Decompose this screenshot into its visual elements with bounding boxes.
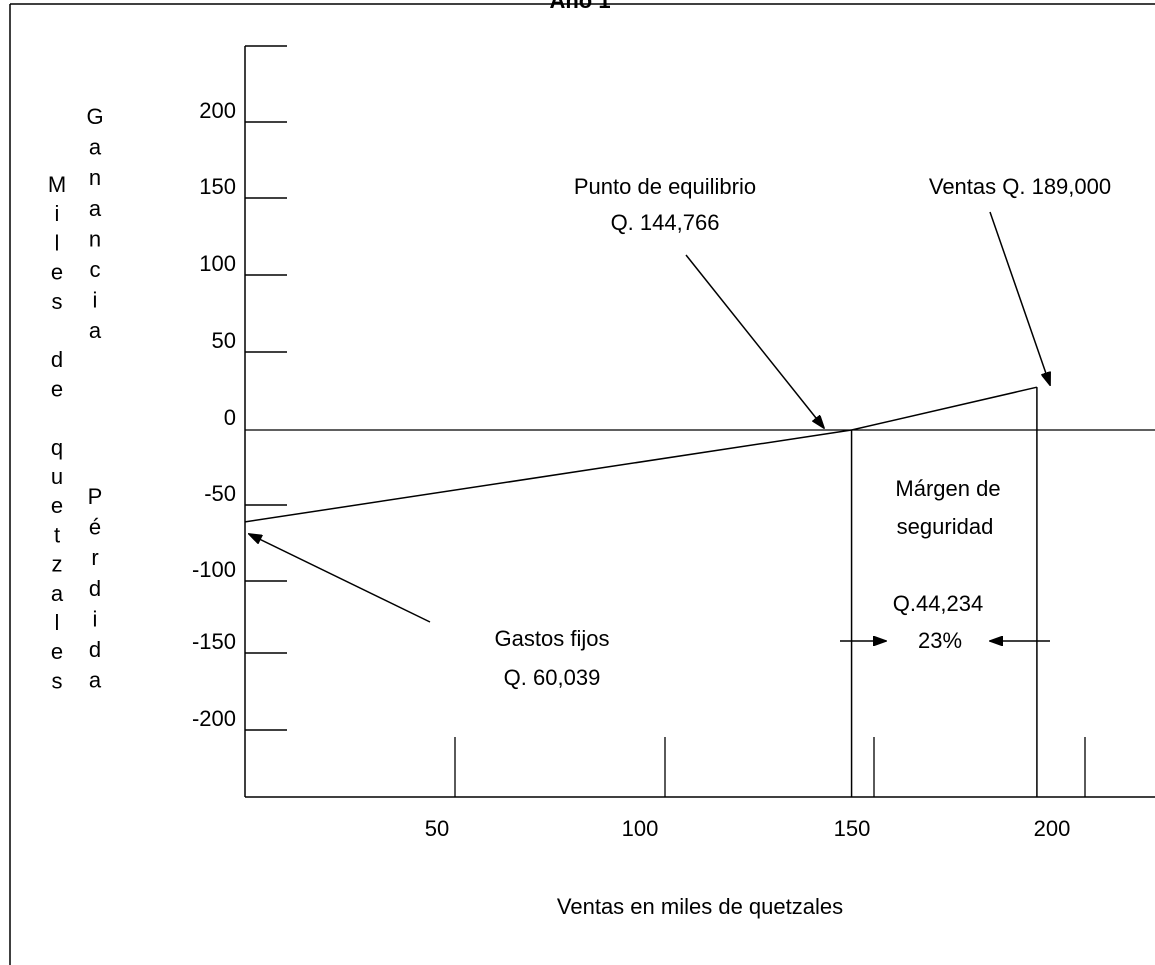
y-tick-label: -150 [192, 629, 236, 654]
y-axis-label-letter: n [89, 165, 101, 190]
y-axis-label-letter: u [51, 464, 63, 489]
y-axis-label-letter: G [86, 104, 103, 129]
x-tick-marks [454, 737, 1086, 797]
y-axis-label-letter: s [52, 289, 63, 314]
y-tick-label: 100 [199, 251, 236, 276]
y-tick-label: -100 [192, 557, 236, 582]
series-line-profit [244, 386, 1038, 523]
y-axis-label-letter: M [48, 172, 66, 197]
annotation-sales-label: Ventas Q. 189,000 [929, 174, 1111, 199]
y-axis-label-letter: e [51, 376, 63, 401]
annotation-breakeven-value: Q. 144,766 [611, 210, 720, 235]
y-axis-label-letter: r [91, 545, 98, 570]
y-axis-label-letter: e [51, 260, 63, 285]
y-axis-label-letter: a [89, 196, 102, 221]
x-tick-label: 150 [834, 816, 871, 841]
y-tick-label: 0 [224, 405, 236, 430]
y-axis-label-letter: z [52, 552, 63, 577]
y-tick-labels: 200 150 100 50 0 -50 -100 -150 -200 [192, 98, 236, 731]
annotation-margin-amount: Q.44,234 [893, 591, 984, 616]
y-axis-label-letter: a [89, 135, 102, 160]
y-tick-label: -200 [192, 706, 236, 731]
annotation-breakeven-label: Punto de equilibrio [574, 174, 756, 199]
y-axis-label-letter: e [51, 493, 63, 518]
y-axis-label-letter: s [52, 668, 63, 693]
y-axis-label-letter: n [89, 226, 101, 251]
x-tick-label: 50 [425, 816, 449, 841]
chart-title: Año 1 [549, 0, 610, 13]
y-axis-label-letter: t [54, 522, 60, 547]
y-axis-label-letter: d [89, 576, 101, 601]
y-tick-marks [245, 121, 287, 731]
y-axis-label-letter: a [51, 581, 64, 606]
annotation-fixed-costs-label: Gastos fijos [495, 626, 610, 651]
y-tick-label: 150 [199, 174, 236, 199]
annotation-margin-line1: Márgen de [895, 476, 1000, 501]
annotation-margin-line2: seguridad [897, 514, 994, 539]
y-tick-label: -50 [204, 481, 236, 506]
y-axis-label-letter: i [93, 606, 98, 631]
y-axis-label-letter: d [51, 347, 63, 372]
y-axis-label-letter: é [89, 515, 101, 540]
y-tick-label: 200 [199, 98, 236, 123]
annotation-fixed-costs-value: Q. 60,039 [504, 665, 601, 690]
y-axis-label-letter: q [51, 435, 63, 460]
y-axis-label-letter: l [55, 230, 60, 255]
x-axis-label: Ventas en miles de quetzales [557, 894, 843, 919]
arrow-fixed-costs [249, 534, 431, 623]
y-axis-label-letter: d [89, 637, 101, 662]
y-axis-label-letter: P [88, 484, 103, 509]
y-axis-label-letter: a [89, 668, 102, 693]
x-tick-labels: 50 100 150 200 [425, 816, 1071, 841]
y-axis-label-letter: c [90, 257, 101, 282]
y-tick-label: 50 [212, 328, 236, 353]
y-axis-label-letter: l [55, 610, 60, 635]
y-axis-label-letter: e [51, 639, 63, 664]
annotation-margin-percent: 23% [918, 628, 962, 653]
y-axis-label-letter: i [93, 288, 98, 313]
y-axis-label-letter: i [55, 201, 60, 226]
y-axis-label-letter: a [89, 318, 102, 343]
arrow-breakeven [685, 254, 824, 428]
arrow-sales [989, 211, 1050, 385]
x-tick-label: 100 [622, 816, 659, 841]
x-tick-label: 200 [1034, 816, 1071, 841]
